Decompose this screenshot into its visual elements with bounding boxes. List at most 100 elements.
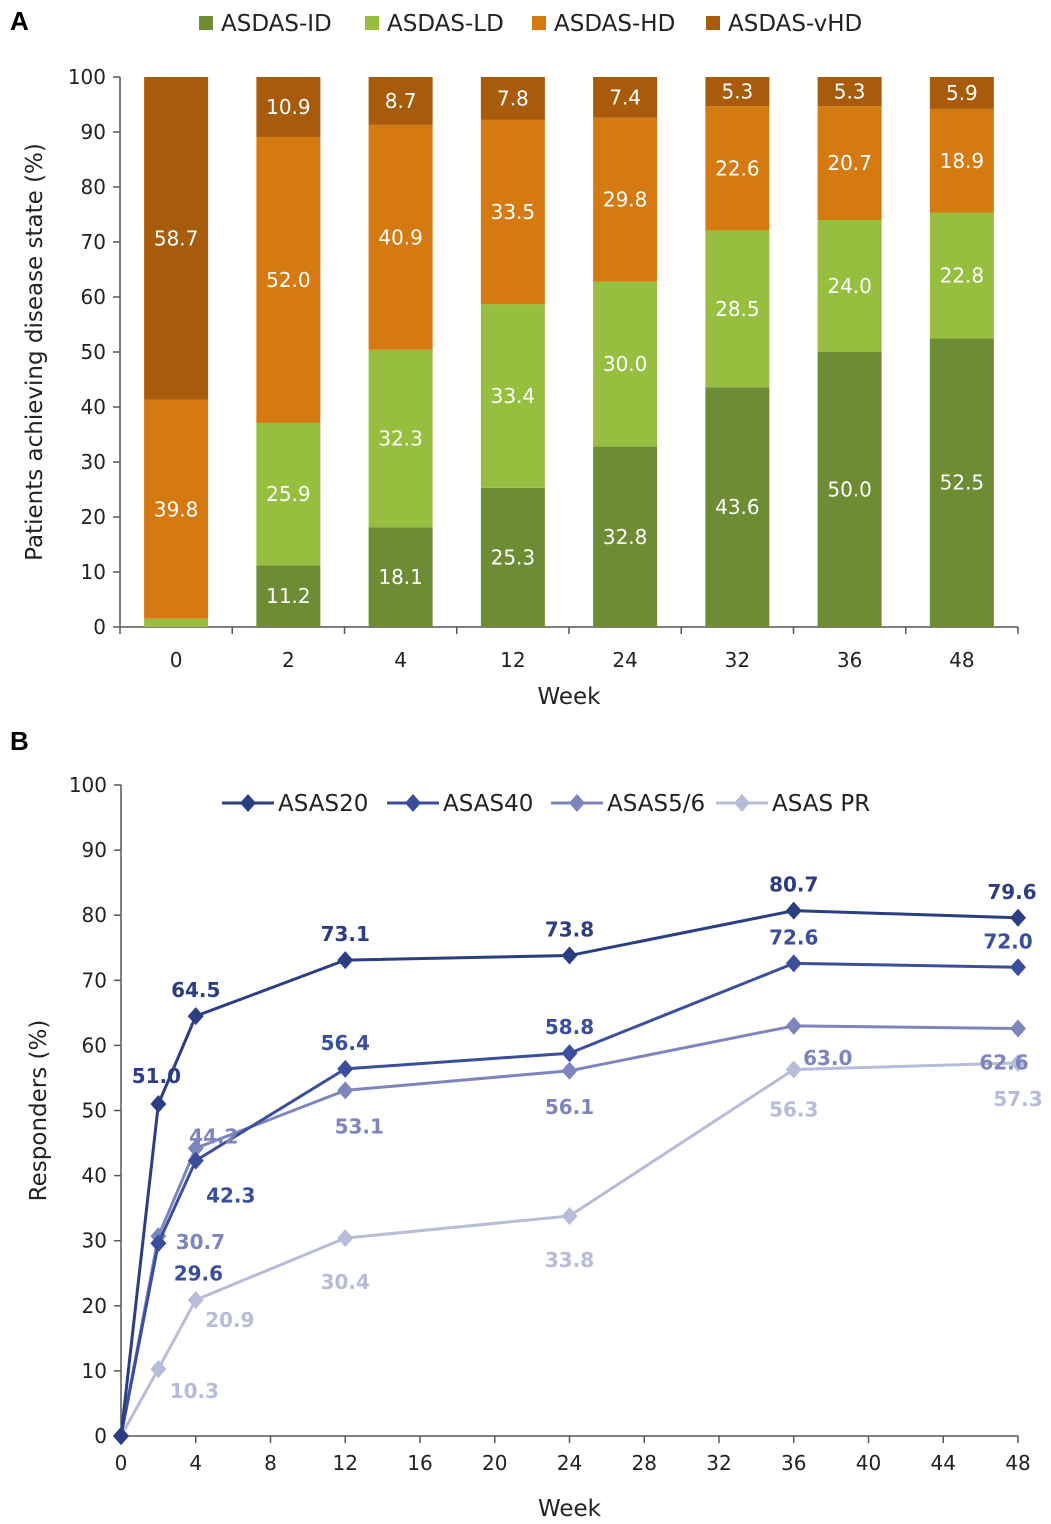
bar-value-label: 28.5 [715,297,760,321]
bar-value-label: 43.6 [715,495,760,519]
data-point-marker [150,1359,167,1378]
x-tick-label: 36 [781,1451,806,1475]
data-point-marker [187,1151,204,1170]
legend-entry: ASDAS-vHD [728,11,862,37]
data-point-label: 63.0 [803,1046,852,1070]
bar-value-label: 52.5 [940,471,985,495]
series-line-asas20 [119,909,1019,1437]
data-point-label: 44.2 [189,1124,238,1148]
data-point-label: 53.1 [335,1114,384,1138]
bar-value-label: 32.3 [378,427,423,451]
bar-value-label: 39.8 [154,497,199,521]
bar-value-label: 5.3 [721,80,753,104]
legend-swatch [532,16,546,30]
data-point-marker [1010,908,1026,927]
data-point-marker [187,1139,204,1158]
y-tick-label: 80 [82,903,107,927]
x-tick-label: 28 [632,1451,657,1475]
bar-segment-asdas-id [817,352,882,627]
data-point-marker [561,1061,578,1080]
legend-entry: ASDAS-ID [221,11,332,37]
x-tick-label: 24 [612,648,637,672]
y-tick-label: 40 [82,1164,107,1188]
bar-segment-asdas-id [929,338,994,627]
data-point-marker [337,1059,354,1078]
bar-value-label: 24.0 [827,274,872,298]
bar-segment-asdas-id [256,565,321,627]
x-tick-label: 8 [264,1451,277,1475]
bar-segment-asdas-ld [817,220,882,352]
data-point-marker [561,1044,578,1063]
data-point-label: 33.8 [545,1248,594,1272]
bar-value-label: 29.8 [603,188,648,212]
y-tick-label: 50 [82,1099,107,1123]
legend-entry: ASAS20 [278,791,368,817]
bar-segment-asdas-hd [480,119,545,305]
bar-segment-asdas-id [368,527,433,627]
x-tick-label: 2 [282,648,295,672]
data-point-label: 42.3 [206,1184,255,1208]
legend-entry: ASAS40 [443,791,533,817]
data-point-label: 51.0 [132,1064,181,1088]
legend-marker [240,794,256,812]
bar-value-label: 25.9 [266,482,311,506]
bar-value-label: 20.7 [827,151,872,175]
x-tick-label: 48 [949,648,974,672]
bar-segment-asdas-ld [705,230,770,388]
y-tick-label: 80 [81,175,106,199]
y-axis-title: Responders (%) [26,1020,52,1202]
legend-marker [405,794,421,812]
legend-entry: ASAS PR [772,791,870,817]
y-tick-label: 10 [81,560,106,584]
x-axis-title: Week [538,1496,602,1522]
bar-segment-asdas-vhd [593,77,658,118]
y-tick-label: 0 [93,615,106,639]
bar-value-label: 7.4 [609,85,641,109]
data-point-label: 73.1 [321,922,370,946]
data-point-marker [561,946,578,965]
data-point-label: 62.6 [979,1050,1028,1074]
data-point-label: 72.6 [769,925,818,949]
bar-value-label: 5.3 [834,80,866,104]
data-point-marker [561,1206,578,1225]
bar-value-label: 30.0 [603,352,648,376]
bar-value-label: 50.0 [827,478,872,502]
bar-segment-asdas-ld [368,349,433,528]
data-point-marker [785,1060,802,1079]
bar-segment-asdas-hd [256,136,321,423]
data-point-label: 72.0 [983,929,1032,953]
x-tick-label: 40 [856,1451,881,1475]
bar-value-label: 25.3 [491,545,536,569]
bar-segment-asdas-id [705,387,770,627]
data-point-label: 30.4 [321,1270,370,1294]
bar-segment-asdas-vhd [817,77,882,107]
x-tick-label: 36 [837,648,862,672]
bar-value-label: 22.6 [715,156,760,180]
data-point-label: 56.3 [769,1097,818,1121]
data-point-marker [1010,1053,1026,1072]
y-tick-label: 20 [81,505,106,529]
bar-segment-asdas-hd [593,117,658,282]
legend-swatch [706,16,720,30]
data-point-label: 56.1 [545,1095,594,1119]
y-tick-label: 60 [81,285,106,309]
x-tick-label: 12 [333,1451,358,1475]
bar-value-label: 18.1 [378,565,423,589]
data-point-label: 64.5 [171,978,220,1002]
x-tick-label: 4 [189,1451,202,1475]
bar-value-label: 18.9 [940,149,985,173]
bar-value-label: 40.9 [378,225,423,249]
data-point-marker [337,951,354,970]
x-tick-label: 32 [725,648,750,672]
bar-segment-asdas-vhd [480,77,545,120]
bar-segment-asdas-id [480,487,545,627]
bar-value-label: 32.8 [603,525,648,549]
legend-swatch [199,16,213,30]
y-tick-label: 10 [82,1359,107,1383]
y-tick-label: 60 [82,1033,107,1057]
data-point-marker [785,1016,802,1035]
data-point-marker [187,1290,204,1309]
y-axis-title: Patients achieving disease state (%) [22,143,48,561]
bar-segment-asdas-id [593,446,658,627]
legend-swatch [365,16,379,30]
